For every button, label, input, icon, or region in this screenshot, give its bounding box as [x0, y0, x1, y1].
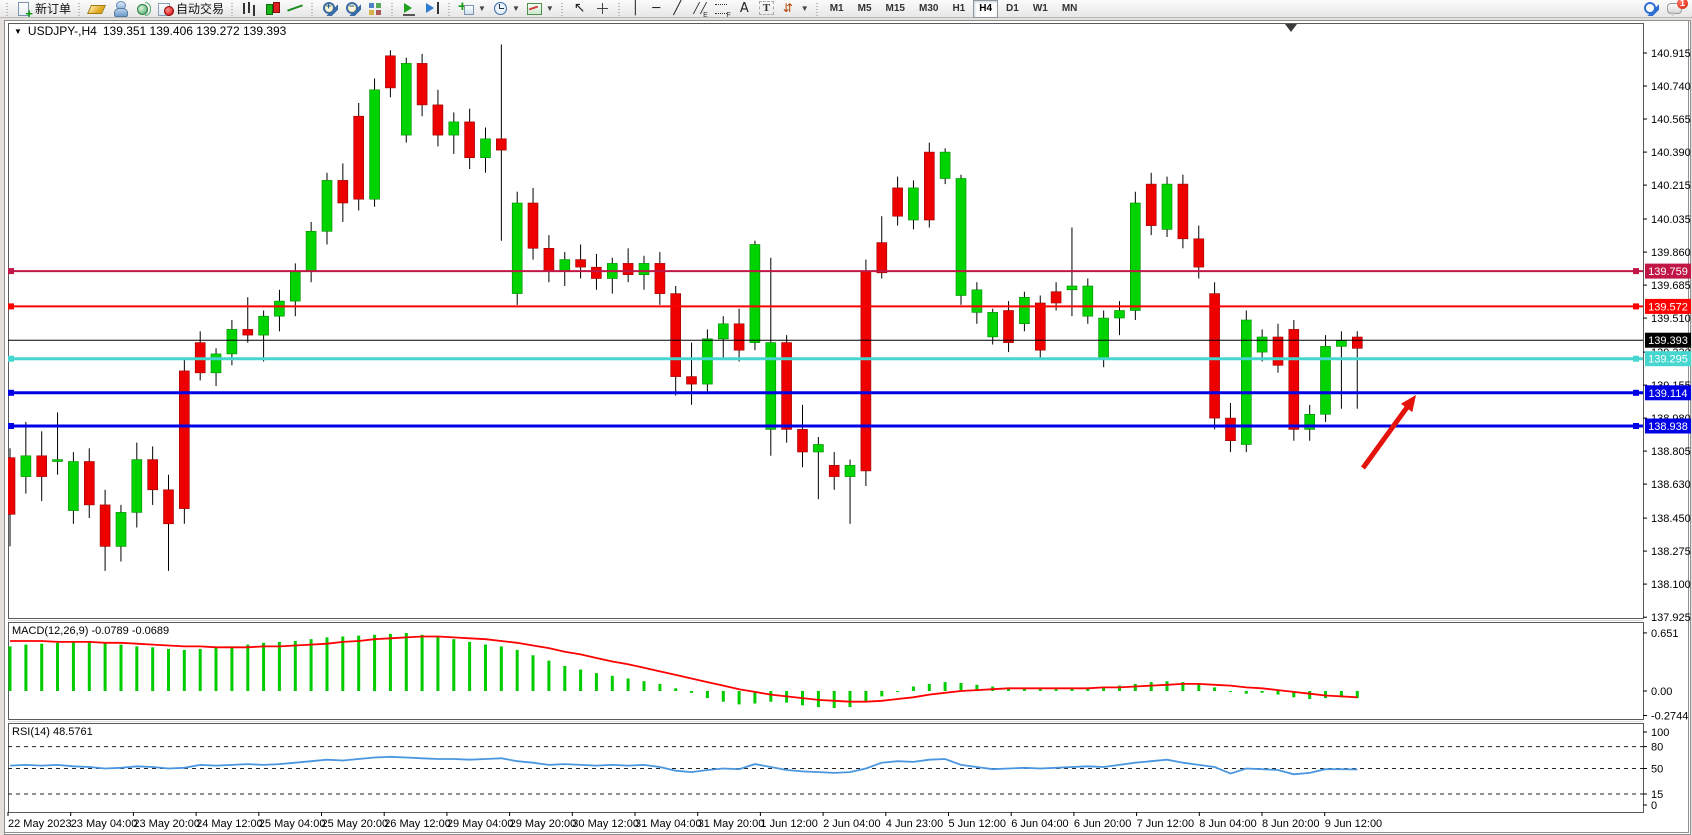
- line-icon: [287, 1, 304, 16]
- equidistant-channel-button[interactable]: [688, 1, 711, 19]
- cursor-button[interactable]: [568, 1, 591, 17]
- vertical-line-button-glyph: │: [631, 1, 640, 16]
- experts-button[interactable]: [108, 1, 131, 17]
- toolbar-grip: [558, 1, 566, 16]
- autotrading-button[interactable]: 自动交易: [154, 1, 227, 17]
- signals-button[interactable]: [131, 1, 154, 17]
- signal-icon: [134, 1, 152, 16]
- zoom-out-button[interactable]: [341, 1, 364, 17]
- zoom-out-icon: [344, 1, 362, 16]
- indicators-button[interactable]: ▼: [455, 0, 489, 17]
- candles-icon: [264, 1, 281, 16]
- template-icon: [526, 1, 543, 16]
- toolbar-grip: [309, 1, 317, 16]
- crosshair-icon: [594, 1, 611, 16]
- horizontal-line-button-glyph: ─: [652, 1, 661, 16]
- toolbar-grip: [615, 1, 623, 16]
- trendline-button[interactable]: ╱: [667, 1, 688, 17]
- doc-plus-icon: [16, 1, 33, 20]
- zoom-in-button[interactable]: [318, 1, 341, 17]
- indicator-plus-icon: [458, 0, 475, 16]
- auto-scroll-button[interactable]: [398, 1, 421, 17]
- clock-icon: [492, 1, 509, 16]
- chart-title: ▼ USDJPY-,H4 139.351 139.406 139.272 139…: [14, 24, 286, 38]
- periods-button[interactable]: ▼: [489, 1, 523, 17]
- timeframe-w1-button[interactable]: W1: [1032, 2, 1048, 14]
- cursor-icon: [571, 1, 588, 16]
- autotrade-icon: [157, 1, 175, 16]
- horizontal-line-button[interactable]: ─: [646, 1, 667, 17]
- macd-label: MACD(12,26,9) -0.0789 -0.0689: [12, 625, 170, 637]
- text-button[interactable]: A: [734, 1, 755, 17]
- label-t-icon: [758, 1, 775, 16]
- chevron-down-icon[interactable]: ▼: [800, 4, 809, 13]
- timeframe-m5-button[interactable]: M5: [857, 2, 872, 14]
- zoom-in-icon: [321, 1, 339, 16]
- blue-person-icon: [111, 1, 129, 17]
- tiles-icon: [367, 1, 384, 16]
- tile-windows-button[interactable]: [364, 1, 387, 17]
- timeframe-m30-button[interactable]: M30: [918, 2, 939, 14]
- toolbar-grip: [446, 1, 454, 16]
- text-button-glyph: A: [739, 1, 749, 16]
- channel-icon: [691, 1, 708, 19]
- toolbar-grip: [389, 1, 397, 16]
- auto-scroll-icon: [401, 1, 418, 16]
- trendline-button-glyph: ╱: [673, 1, 682, 16]
- bars-icon: [241, 1, 258, 16]
- styler-button[interactable]: [85, 1, 108, 17]
- notification-badge: 1: [1677, 0, 1688, 9]
- toolbar-grip: [229, 1, 237, 16]
- candlestick-chart-button[interactable]: [261, 1, 284, 17]
- timeframe-m1-button[interactable]: M1: [829, 2, 844, 14]
- timeframe-h4-button[interactable]: H4: [973, 0, 999, 18]
- autotrading-button-label: 自动交易: [176, 2, 225, 16]
- chat-icon[interactable]: 1: [1667, 0, 1688, 16]
- timeframe-h1-button[interactable]: H1: [952, 2, 966, 14]
- toolbar-grip: [76, 1, 84, 16]
- chevron-down-icon[interactable]: ▼: [511, 4, 520, 13]
- gold-marker-icon: [88, 1, 105, 16]
- new-order-button-label: 新订单: [35, 2, 72, 16]
- chart-ohlc-values: 139.351 139.406 139.272 139.393: [102, 24, 287, 38]
- fibo-icon: [714, 1, 731, 19]
- line-chart-button[interactable]: [284, 1, 307, 17]
- text-label-button[interactable]: [755, 1, 778, 17]
- arrows-icon: [781, 1, 798, 16]
- timeframe-mn-button[interactable]: MN: [1061, 2, 1078, 14]
- arrows-tool-button[interactable]: ▼: [778, 1, 812, 17]
- fibonacci-button[interactable]: [711, 1, 734, 19]
- main-toolbar: 新订单 自动交易 ▼ ▼ ▼ │ ─ ╱ A ▼ M1 M5 M15 M30 H1 H4 D1 W1 MN 1: [0, 0, 1692, 20]
- timeframe-d1-button[interactable]: D1: [1006, 2, 1019, 14]
- chart-dropdown-icon[interactable]: ▼: [14, 26, 22, 36]
- crosshair-button[interactable]: [591, 1, 614, 17]
- search-icon[interactable]: [1642, 1, 1659, 16]
- chevron-down-icon[interactable]: ▼: [478, 4, 486, 13]
- chart-shift-icon: [424, 1, 441, 16]
- vertical-line-button[interactable]: │: [625, 1, 646, 17]
- templates-button[interactable]: ▼: [523, 1, 557, 17]
- toolbar-grip: [4, 1, 11, 16]
- bar-chart-button[interactable]: [238, 1, 261, 17]
- chart-window: [4, 20, 1691, 835]
- toolbar-grip: [813, 1, 821, 16]
- chart-shift-button[interactable]: [421, 1, 444, 17]
- new-order-button[interactable]: 新订单: [13, 1, 74, 20]
- timeframe-m15-button[interactable]: M15: [885, 2, 905, 14]
- chevron-down-icon[interactable]: ▼: [545, 4, 554, 13]
- chart-symbol-period: USDJPY-,H4: [27, 24, 97, 38]
- rsi-label: RSI(14) 48.5761: [12, 726, 93, 738]
